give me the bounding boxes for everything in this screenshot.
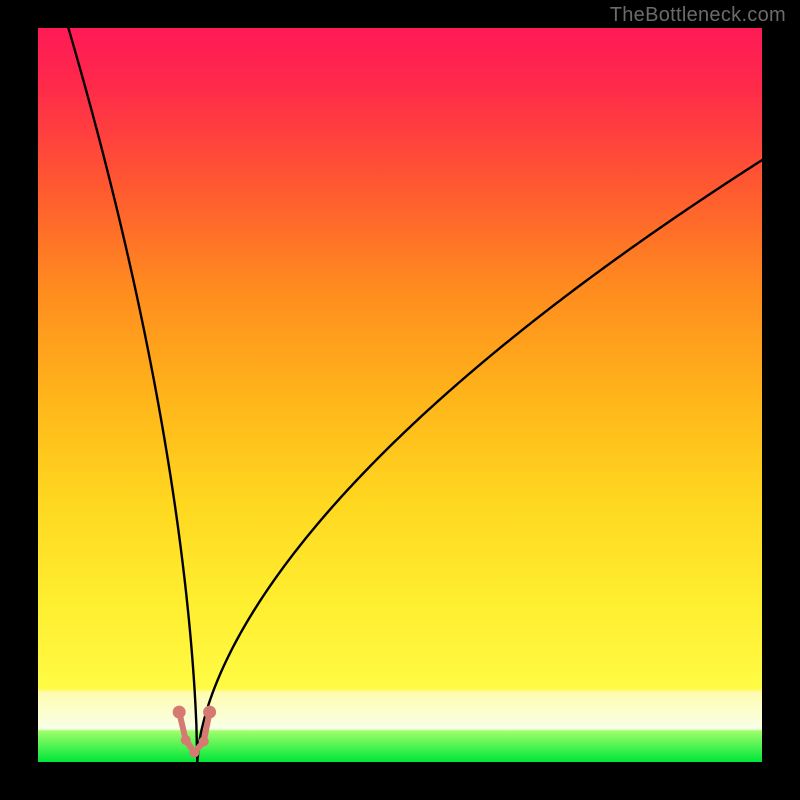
notch-marker bbox=[199, 736, 209, 746]
notch-marker bbox=[189, 747, 199, 757]
notch-marker bbox=[173, 706, 186, 719]
chart-svg bbox=[38, 28, 762, 762]
plot-area bbox=[38, 28, 762, 762]
notch-marker bbox=[181, 735, 191, 745]
gradient-background bbox=[38, 28, 762, 762]
watermark-text: TheBottleneck.com bbox=[610, 4, 786, 27]
notch-marker bbox=[203, 706, 216, 719]
